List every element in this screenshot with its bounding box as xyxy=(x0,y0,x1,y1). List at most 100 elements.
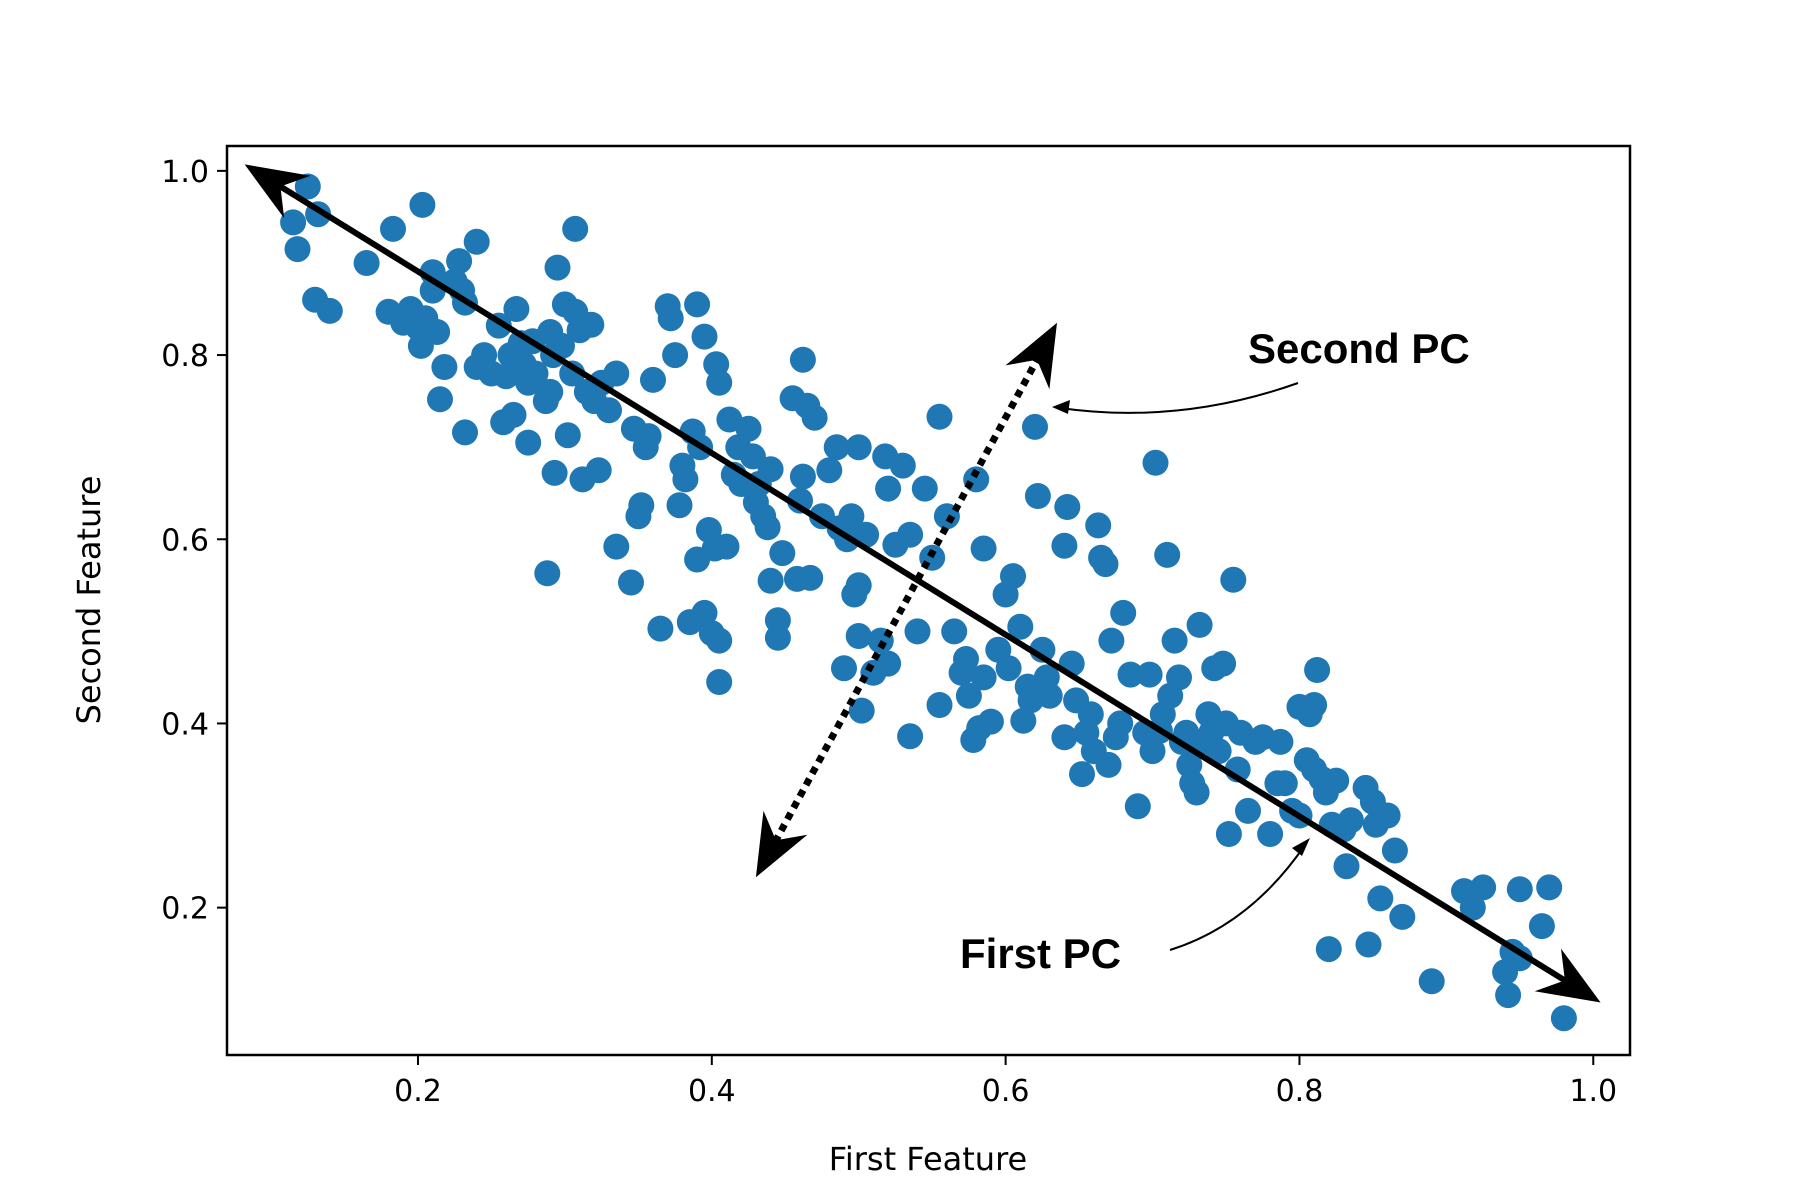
scatter-point-67 xyxy=(628,492,655,519)
x-tick-label: 0.4 xyxy=(688,1074,736,1109)
scatter-point-136 xyxy=(897,521,924,548)
scatter-point-106 xyxy=(764,624,791,651)
scatter-point-75 xyxy=(666,492,693,519)
scatter-point-115 xyxy=(801,404,828,431)
scatter-point-176 xyxy=(1085,512,1112,539)
scatter-point-89 xyxy=(706,369,733,396)
scatter-point-157 xyxy=(1000,563,1026,590)
scatter-point-168 xyxy=(1051,532,1078,559)
scatter-point-206 xyxy=(1205,738,1232,765)
scatter-point-163 xyxy=(1024,483,1051,509)
scatter-point-77 xyxy=(672,466,699,493)
scatter-point-104 xyxy=(757,567,784,594)
scatter-point-135 xyxy=(889,452,916,479)
second-pc-arrow-head-end xyxy=(1005,322,1057,390)
scatter-point-210 xyxy=(1220,566,1247,593)
scatter-point-158 xyxy=(1007,613,1034,640)
scatter-point-2 xyxy=(294,173,321,200)
scatter-point-6 xyxy=(353,250,380,276)
scatter-point-255 xyxy=(1550,1005,1577,1032)
scatter-point-216 xyxy=(1257,821,1284,847)
first-pc-arrow-head-start xyxy=(244,164,311,219)
scatter-point-142 xyxy=(926,692,953,718)
x-axis-label: First Feature xyxy=(829,1140,1027,1178)
scatter-point-103 xyxy=(757,456,784,483)
scatter-point-137 xyxy=(897,723,924,750)
scatter-point-114 xyxy=(797,564,824,591)
scatter-point-127 xyxy=(848,697,875,724)
scatter-point-146 xyxy=(953,646,979,672)
scatter-point-97 xyxy=(735,415,762,442)
scatter-point-162 xyxy=(1022,413,1048,440)
y-tick-label: 1.0 xyxy=(161,155,209,190)
y-tick-label: 0.4 xyxy=(161,707,209,742)
scatter-point-74 xyxy=(662,342,689,369)
scatter-point-51 xyxy=(559,360,586,387)
scatter-point-138 xyxy=(904,618,931,645)
scatter-point-126 xyxy=(845,572,872,599)
scatter-point-133 xyxy=(875,475,902,502)
scatter-point-253 xyxy=(1528,913,1555,940)
scatter-point-62 xyxy=(603,360,630,387)
scatter-point-1 xyxy=(284,236,311,263)
scatter-point-174 xyxy=(1077,701,1104,728)
scatter-point-147 xyxy=(955,682,982,709)
scatter-point-151 xyxy=(970,535,997,562)
scatter-point-207 xyxy=(1210,650,1237,677)
scatter-point-188 xyxy=(1139,738,1166,765)
first-pc-label: First PC xyxy=(960,930,1121,977)
scatter-point-200 xyxy=(1183,779,1210,806)
scatter-point-84 xyxy=(691,599,718,626)
y-tick-label: 0.6 xyxy=(161,523,209,558)
scatter-point-120 xyxy=(831,655,857,682)
scatter-point-178 xyxy=(1092,551,1119,578)
scatter-point-244 xyxy=(1418,968,1445,995)
scatter-point-46 xyxy=(541,459,568,486)
scatter-point-91 xyxy=(706,669,733,695)
scatter-point-52 xyxy=(562,215,589,242)
second-pc-callout-arrowhead xyxy=(1052,400,1070,414)
scatter-point-139 xyxy=(911,475,938,502)
scatter-point-218 xyxy=(1267,728,1294,755)
scatter-point-47 xyxy=(544,254,571,281)
scatter-point-227 xyxy=(1304,657,1331,683)
scatter-point-226 xyxy=(1301,692,1328,718)
scatter-point-254 xyxy=(1536,874,1563,901)
scatter-point-240 xyxy=(1367,885,1394,912)
scatter-point-194 xyxy=(1161,627,1188,654)
scatter-point-182 xyxy=(1107,710,1134,737)
scatter-point-144 xyxy=(941,618,968,645)
scatter-point-40 xyxy=(522,360,549,387)
scatter-point-38 xyxy=(515,429,542,456)
scatter-point-18 xyxy=(427,386,453,413)
scatter-point-125 xyxy=(845,434,872,461)
scatter-point-122 xyxy=(838,503,865,530)
scatter-point-71 xyxy=(647,615,674,642)
scatter-point-234 xyxy=(1333,853,1360,880)
pc-arrows xyxy=(244,164,1601,1003)
first-pc-arrow-line xyxy=(277,182,1569,985)
scatter-point-246 xyxy=(1459,894,1486,921)
scatter-point-232 xyxy=(1323,767,1350,794)
scatter-point-153 xyxy=(977,708,1004,735)
axis-ticks: 0.2 0.4 0.6 0.8 1.0 0.2 0.4 0.6 0.8 1.0 xyxy=(161,155,1617,1109)
scatter-point-184 xyxy=(1117,661,1144,688)
first-pc-callout-arrow xyxy=(1169,844,1306,951)
scatter-point-50 xyxy=(554,422,581,449)
scatter-point-25 xyxy=(463,228,490,255)
scatter-point-124 xyxy=(845,623,872,649)
x-tick-label: 0.8 xyxy=(1276,1074,1324,1109)
scatter-point-48 xyxy=(549,332,575,359)
scatter-point-251 xyxy=(1506,876,1533,903)
scatter-point-213 xyxy=(1235,797,1261,824)
scatter-point-111 xyxy=(789,463,816,490)
scatter-point-59 xyxy=(585,457,612,484)
scatter-point-21 xyxy=(446,248,473,275)
scatter-point-118 xyxy=(823,434,850,461)
plot-area-frame xyxy=(225,144,1632,1057)
scatter-point-195 xyxy=(1166,664,1192,691)
scatter-point-44 xyxy=(537,378,564,405)
scatter-point-187 xyxy=(1136,661,1163,688)
scatter-point-13 xyxy=(409,191,436,218)
scatter-point-159 xyxy=(1010,707,1037,734)
